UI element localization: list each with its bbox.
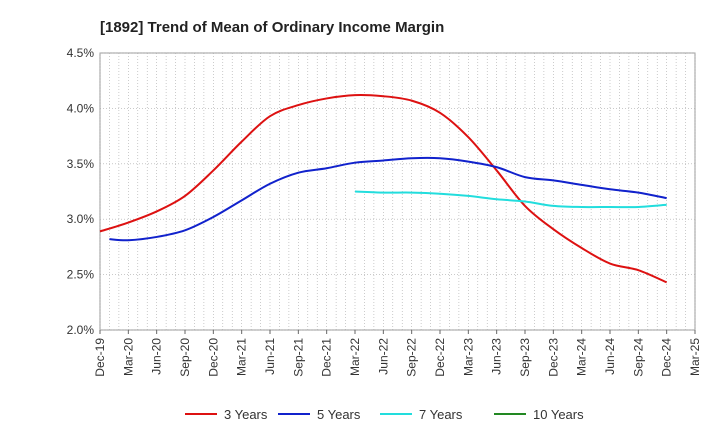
x-tick-label: Mar-21 [235, 338, 249, 376]
x-tick-label: Dec-21 [320, 338, 334, 377]
x-tick-label: Jun-22 [376, 338, 390, 375]
y-tick-label: 4.5% [67, 46, 95, 60]
x-tick-label: Sep-24 [631, 338, 645, 377]
x-tick-label: Dec-23 [546, 338, 560, 377]
x-tick-label: Mar-25 [688, 338, 702, 376]
x-tick-label: Dec-24 [660, 338, 674, 377]
x-tick-label: Jun-20 [150, 338, 164, 375]
x-tick-label: Dec-20 [206, 338, 220, 377]
y-tick-label: 2.0% [67, 323, 95, 337]
y-axis: 2.0% 2.5% 3.0% 3.5% 4.0% 4.5% [67, 46, 95, 337]
series-line-3-years [99, 93, 668, 284]
chart-title: [1892] Trend of Mean of Ordinary Income … [100, 19, 444, 36]
x-tick-label: Mar-22 [348, 338, 362, 376]
x-tick-label: Mar-23 [461, 338, 475, 376]
x-tick-label: Dec-19 [93, 338, 107, 377]
legend-label: 5 Years [317, 407, 361, 422]
plot-area [99, 52, 696, 331]
x-tick-label: Mar-24 [575, 338, 589, 376]
legend-label: 3 Years [224, 407, 268, 422]
x-tick-label: Sep-20 [178, 338, 192, 377]
legend-label: 10 Years [533, 407, 584, 422]
x-tick-label: Sep-23 [518, 338, 532, 377]
x-tick-label: Jun-21 [263, 338, 277, 375]
y-tick-label: 3.0% [67, 212, 95, 226]
x-tick-label: Jun-24 [603, 338, 617, 375]
series-line-5-years [109, 156, 667, 242]
y-tick-label: 4.0% [67, 101, 95, 115]
x-tick-label: Sep-21 [291, 338, 305, 377]
x-tick-label: Mar-20 [121, 338, 135, 376]
y-tick-label: 3.5% [67, 157, 95, 171]
series-group [99, 93, 668, 284]
x-axis: Dec-19 Mar-20 Jun-20 Sep-20 Dec-20 Mar-21 Jun-… [93, 330, 702, 377]
x-tick-label: Dec-22 [433, 338, 447, 377]
legend-label: 7 Years [419, 407, 463, 422]
y-tick-label: 2.5% [67, 268, 95, 282]
legend: 3 Years 5 Years 7 Years 10 Years [185, 407, 584, 422]
series-line-7-years [354, 190, 667, 209]
x-tick-label: Sep-22 [405, 338, 419, 377]
x-tick-label: Jun-23 [490, 338, 504, 375]
